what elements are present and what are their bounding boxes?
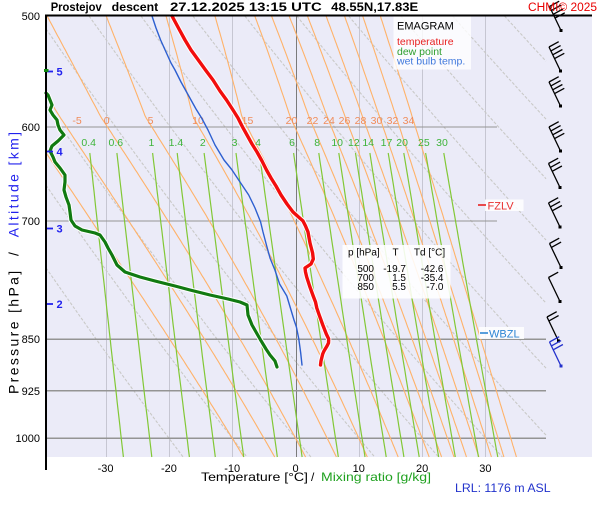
svg-text:5: 5 xyxy=(57,67,63,79)
svg-text:LRL: 1176 m ASL: LRL: 1176 m ASL xyxy=(455,481,551,495)
svg-text:-19.7: -19.7 xyxy=(383,264,406,275)
svg-text:14: 14 xyxy=(362,137,374,149)
svg-text:Pressure [hPa] / Altitude [k: Pressure [hPa] / Altitude [km] xyxy=(6,132,22,394)
svg-text:48.55N,17.83E: 48.55N,17.83E xyxy=(331,0,418,14)
svg-text:850: 850 xyxy=(357,282,374,293)
svg-text:0.6: 0.6 xyxy=(108,137,123,149)
svg-text:-35.4: -35.4 xyxy=(421,273,444,284)
svg-text:CHMI© 2025: CHMI© 2025 xyxy=(528,2,597,14)
svg-text:p [hPa]: p [hPa] xyxy=(348,248,380,259)
svg-text:EMAGRAM: EMAGRAM xyxy=(397,21,454,33)
svg-text:3: 3 xyxy=(232,137,238,149)
svg-text:-42.6: -42.6 xyxy=(421,264,444,275)
svg-text:1: 1 xyxy=(148,137,154,149)
svg-text:Mixing ratio [g/kg]: Mixing ratio [g/kg] xyxy=(321,470,431,484)
svg-text:26: 26 xyxy=(339,115,351,127)
svg-text:-10: -10 xyxy=(224,463,240,475)
svg-text:30: 30 xyxy=(371,115,383,127)
svg-text:4: 4 xyxy=(255,137,261,149)
svg-text:5: 5 xyxy=(148,115,154,127)
svg-text:20: 20 xyxy=(396,137,408,149)
svg-text:Temperature [°C]: Temperature [°C] xyxy=(201,470,308,484)
svg-text:descent: descent xyxy=(112,0,159,14)
svg-text:925: 925 xyxy=(22,386,40,398)
svg-text:2: 2 xyxy=(57,299,63,311)
svg-text:10: 10 xyxy=(331,137,343,149)
svg-text:-30: -30 xyxy=(98,463,114,475)
svg-text:10: 10 xyxy=(353,463,365,475)
svg-text:dew point: dew point xyxy=(397,46,442,58)
svg-text:temperature: temperature xyxy=(397,36,454,48)
svg-text:-20: -20 xyxy=(161,463,177,475)
svg-text:FZLV: FZLV xyxy=(488,201,515,213)
svg-text:8: 8 xyxy=(314,137,320,149)
svg-text:12: 12 xyxy=(348,137,360,149)
svg-text:28: 28 xyxy=(355,115,367,127)
svg-text:0.4: 0.4 xyxy=(81,137,96,149)
svg-text:500: 500 xyxy=(357,264,374,275)
svg-text:700: 700 xyxy=(22,216,40,228)
svg-text:0: 0 xyxy=(104,115,110,127)
svg-text:10: 10 xyxy=(192,115,204,127)
svg-text:22: 22 xyxy=(307,115,319,127)
svg-text:24: 24 xyxy=(323,115,335,127)
svg-text:WBZL: WBZL xyxy=(489,329,520,341)
svg-text:0: 0 xyxy=(292,463,298,475)
svg-text:1.4: 1.4 xyxy=(169,137,184,149)
svg-text:6: 6 xyxy=(289,137,295,149)
svg-text:27.12.2025 13:15 UTC: 27.12.2025 13:15 UTC xyxy=(170,0,322,14)
svg-text:34: 34 xyxy=(403,115,415,127)
svg-text:25: 25 xyxy=(418,137,430,149)
svg-text:15: 15 xyxy=(242,115,254,127)
svg-text:Prostejov: Prostejov xyxy=(51,0,102,14)
svg-text:3: 3 xyxy=(57,224,63,236)
svg-text:500: 500 xyxy=(22,11,40,23)
svg-text:4: 4 xyxy=(57,147,64,159)
svg-text:T: T xyxy=(392,248,398,259)
svg-text:30: 30 xyxy=(479,463,491,475)
svg-text:Td [°C]: Td [°C] xyxy=(414,248,445,259)
svg-text:-5: -5 xyxy=(72,115,81,127)
svg-text:2: 2 xyxy=(200,137,206,149)
svg-text:20: 20 xyxy=(416,463,428,475)
svg-text:/: / xyxy=(311,470,315,484)
svg-text:600: 600 xyxy=(22,122,40,134)
svg-text:wet bulb temp.: wet bulb temp. xyxy=(396,56,465,68)
svg-text:850: 850 xyxy=(22,334,40,346)
svg-text:20: 20 xyxy=(286,115,298,127)
svg-text:1000: 1000 xyxy=(16,433,40,445)
svg-text:17: 17 xyxy=(381,137,393,149)
svg-text:32: 32 xyxy=(387,115,399,127)
svg-text:30: 30 xyxy=(436,137,448,149)
svg-text:700: 700 xyxy=(357,273,374,284)
svg-text:-7.0: -7.0 xyxy=(426,282,444,293)
svg-text:5.5: 5.5 xyxy=(392,282,406,293)
svg-text:1.5: 1.5 xyxy=(392,273,406,284)
